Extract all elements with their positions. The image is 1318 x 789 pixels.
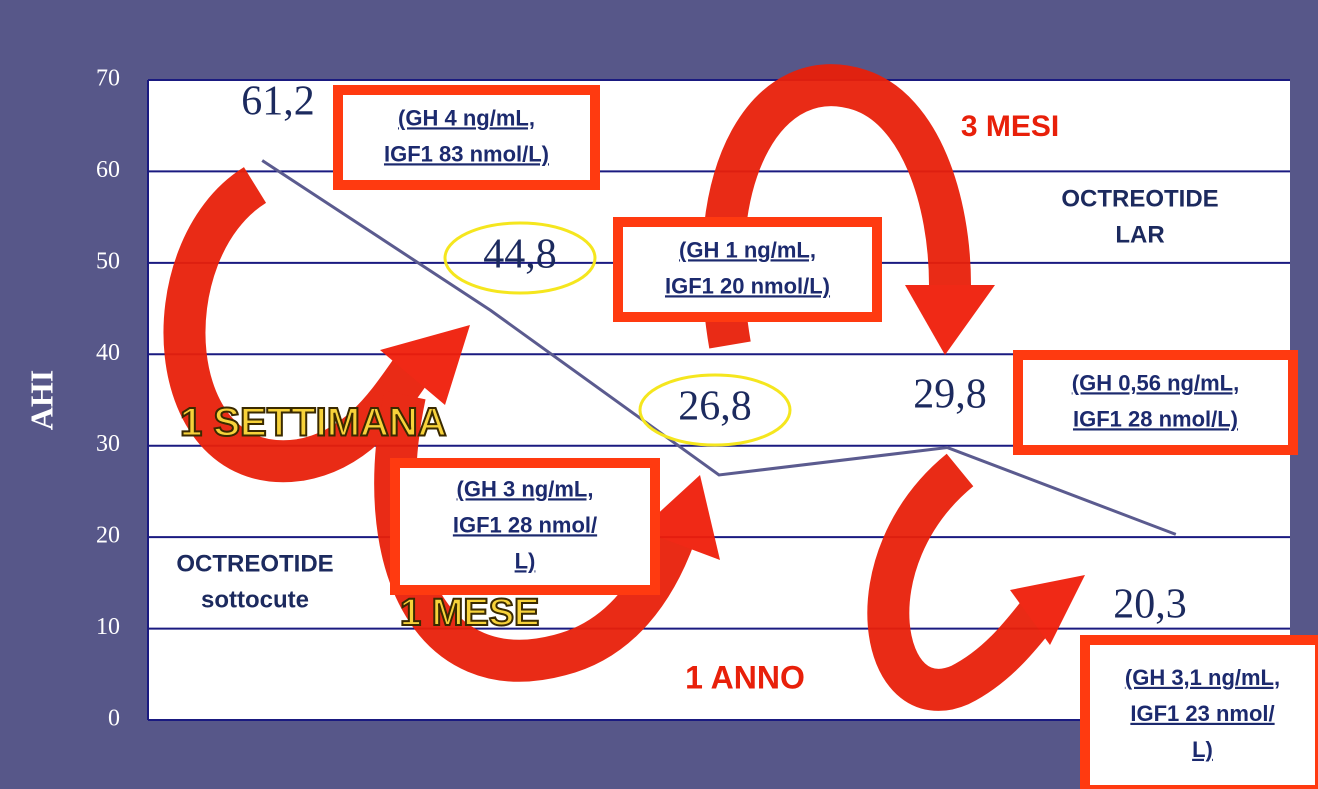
info-text: IGF1 20 nmol/L) (665, 273, 830, 298)
y-tick-label: 10 (96, 614, 120, 640)
info-text: L) (1192, 737, 1213, 762)
info-text: IGF1 23 nmol/ (1130, 701, 1274, 726)
y-tick-label: 70 (96, 66, 120, 92)
info-box (1013, 350, 1298, 455)
info-box (1080, 635, 1318, 789)
info-box (390, 458, 660, 595)
info-text: (GH 4 ng/mL, (398, 105, 535, 130)
arrow-head (380, 325, 470, 405)
value-label: 44,8 (483, 232, 557, 278)
info-text: (GH 3,1 ng/mL, (1125, 665, 1280, 690)
info-box (613, 217, 882, 322)
y-tick-label: 30 (96, 431, 120, 457)
arrow-label: 1 MESE (400, 592, 539, 634)
drug-label: sottocute (201, 586, 309, 613)
info-text: IGF1 28 nmol/ (453, 512, 597, 537)
y-tick-label: 40 (96, 340, 120, 366)
arrow (163, 167, 433, 483)
info-text: IGF1 28 nmol/L) (1073, 406, 1238, 431)
arrow-label: 1 SETTIMANA (180, 401, 447, 445)
value-label: 61,2 (241, 79, 315, 125)
arrow-head (905, 285, 995, 355)
drug-label: OCTREOTIDE (1061, 185, 1218, 212)
info-text: (GH 1 ng/mL, (679, 237, 816, 262)
y-tick-label: 60 (96, 157, 120, 183)
highlight-ring (638, 373, 792, 447)
value-label: 20,3 (1113, 582, 1187, 628)
y-tick-label: 0 (108, 706, 120, 732)
arrow (867, 453, 1062, 711)
info-text: IGF1 83 nmol/L) (384, 141, 549, 166)
highlight-ring (443, 221, 597, 295)
info-text: (GH 0,56 ng/mL, (1072, 370, 1239, 395)
info-text: (GH 3 ng/mL, (457, 476, 594, 501)
arrow-head (1010, 575, 1085, 645)
info-text: L) (515, 548, 536, 573)
data-line (261, 159, 1177, 536)
arrow (702, 64, 971, 349)
y-tick-label: 50 (96, 248, 120, 274)
value-label: 26,8 (678, 384, 752, 430)
y-axis-label: AHI (23, 370, 59, 430)
value-label: 29,8 (913, 372, 987, 418)
y-tick-label: 20 (96, 523, 120, 549)
info-box (333, 85, 600, 190)
arrow-head (640, 475, 720, 560)
arrow-label: 3 MESI (961, 110, 1059, 143)
arrow-label: 1 ANNO (685, 659, 805, 695)
drug-label: OCTREOTIDE (176, 550, 333, 577)
drug-label: LAR (1115, 221, 1164, 248)
